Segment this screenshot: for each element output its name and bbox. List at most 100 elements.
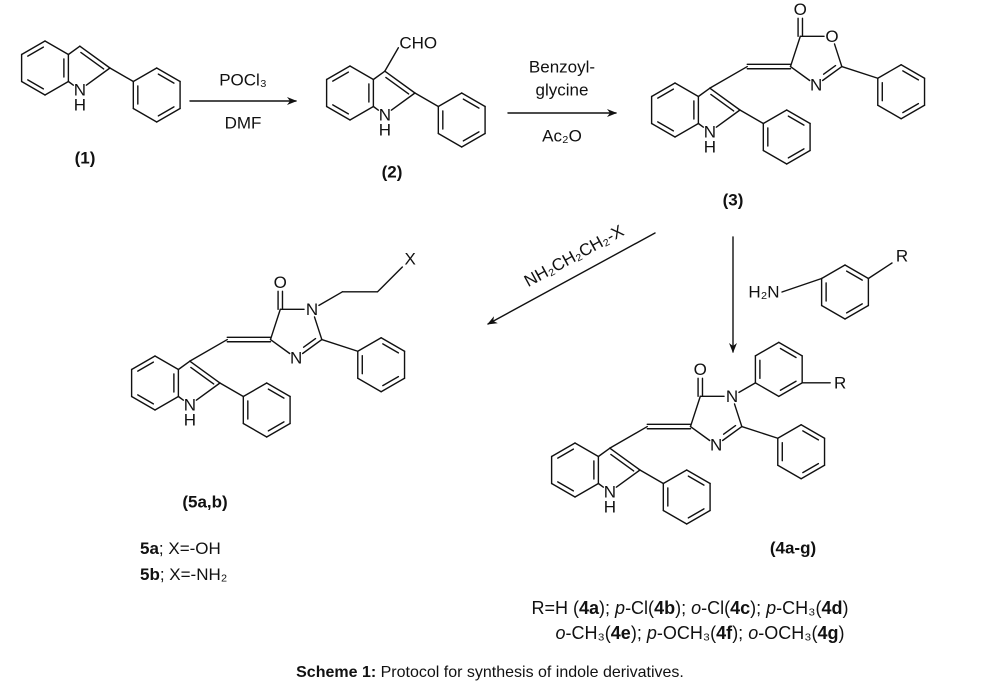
bond — [195, 382, 221, 401]
bond — [550, 482, 576, 498]
compound-code: 5b — [140, 565, 160, 584]
bond — [789, 35, 801, 68]
bond — [269, 338, 291, 355]
caption-text: Protocol for synthesis of indole derivat… — [376, 664, 684, 681]
bond — [376, 266, 404, 293]
bond — [189, 338, 228, 362]
bond — [786, 149, 811, 165]
bond — [80, 51, 105, 70]
caption: Scheme 1: Protocol for synthesis of indo… — [296, 664, 684, 681]
bond — [674, 122, 700, 138]
t: ); — [675, 598, 691, 618]
bond — [721, 425, 743, 442]
bond — [157, 73, 175, 84]
bond — [877, 64, 902, 79]
bond — [820, 264, 846, 280]
bond — [800, 424, 826, 439]
bond — [687, 475, 705, 486]
bond — [900, 104, 926, 120]
bond — [715, 109, 741, 128]
atom-label: O — [794, 0, 807, 19]
atom-label: H — [604, 497, 616, 516]
atom-label: H — [74, 95, 86, 114]
bond — [79, 45, 111, 69]
bond — [762, 109, 788, 125]
bond — [44, 40, 70, 56]
compound-label: (5a,b) — [182, 493, 227, 512]
atom-label: N — [810, 76, 822, 95]
bond — [332, 71, 350, 82]
bond — [325, 65, 351, 81]
bond — [132, 67, 158, 83]
bond — [738, 382, 757, 394]
bond — [349, 65, 375, 81]
bond — [833, 43, 843, 68]
bond — [662, 509, 688, 525]
bond — [609, 425, 648, 449]
bond — [384, 70, 416, 94]
bond — [301, 338, 323, 355]
bond — [779, 380, 797, 391]
t: 4e — [611, 623, 631, 643]
bond — [20, 80, 46, 96]
bond — [710, 93, 735, 112]
t: ); — [599, 598, 615, 618]
bond — [845, 270, 863, 281]
bond — [130, 355, 156, 371]
bond — [132, 107, 158, 123]
bond — [574, 482, 600, 498]
bond — [779, 347, 797, 359]
bond — [137, 361, 155, 372]
bond — [318, 291, 344, 307]
atom-label: X — [404, 250, 415, 269]
bond — [461, 92, 486, 108]
bond — [689, 395, 701, 428]
bond — [778, 341, 803, 357]
substituent-line: R=H (4a); p-Cl(4b); o-Cl(4c); p-CH₃(4d) — [532, 598, 849, 618]
bond — [130, 395, 156, 411]
bond — [597, 447, 611, 458]
t: 4b — [654, 598, 675, 618]
bond — [802, 462, 820, 474]
bond — [686, 509, 711, 525]
bond — [557, 481, 575, 492]
atom-label: N — [74, 80, 86, 99]
bond — [789, 65, 811, 82]
bond — [657, 121, 675, 132]
t: -Cl( — [625, 598, 654, 618]
caption-label: Scheme 1: — [296, 664, 376, 681]
bond — [697, 87, 711, 98]
t: 4a — [579, 598, 600, 618]
reagent-substituent: R — [896, 247, 908, 266]
bond — [687, 508, 705, 519]
t: o — [691, 598, 701, 618]
bond — [662, 469, 688, 485]
t: p — [765, 598, 776, 618]
t: ); — [732, 623, 748, 643]
bond — [867, 262, 893, 280]
atom-label: R — [834, 373, 846, 392]
atom-label: H — [184, 410, 196, 429]
bond — [321, 338, 359, 352]
bond — [44, 80, 70, 96]
t: -CH₃( — [776, 598, 821, 618]
reagent: Ac₂O — [542, 127, 582, 146]
bond — [709, 87, 741, 111]
reagent: NH₂CH₂CH₂-X — [521, 221, 627, 291]
bond — [85, 67, 111, 86]
bond — [787, 115, 805, 126]
bond — [109, 67, 135, 83]
bond — [382, 343, 400, 354]
bond — [390, 92, 416, 111]
compound-label: (1) — [75, 149, 96, 168]
bond — [739, 109, 765, 125]
substituent-line: o-CH₃(4e); p-OCH₃(4f); o-OCH₃(4g) — [555, 623, 844, 643]
bond — [189, 360, 221, 384]
bond — [557, 448, 575, 459]
t: -Cl( — [701, 598, 730, 618]
bond — [722, 424, 737, 435]
bond — [437, 92, 463, 108]
substituent: ; X=-OH — [159, 539, 221, 558]
t: -OCH₃( — [657, 623, 716, 643]
t: p — [614, 598, 625, 618]
